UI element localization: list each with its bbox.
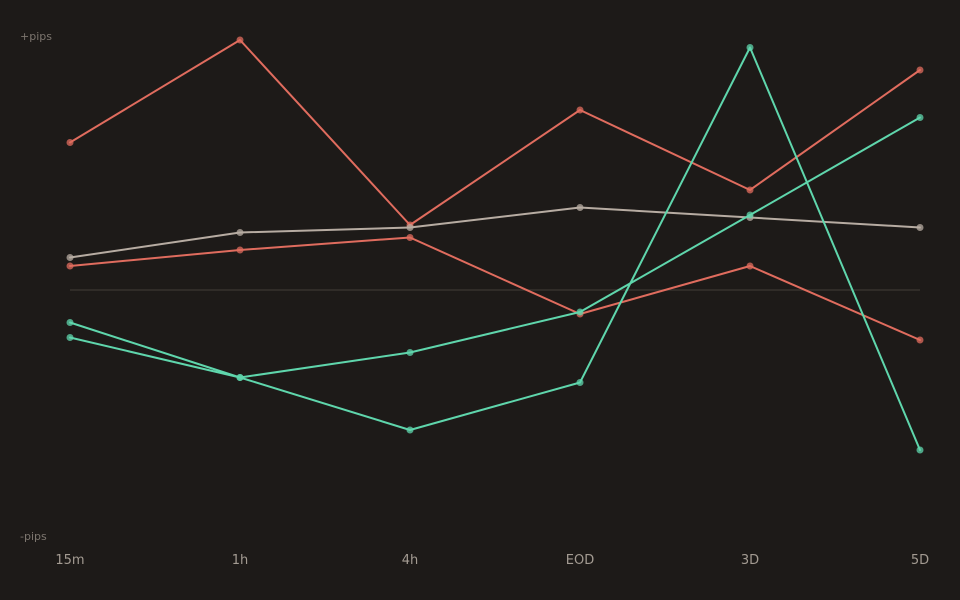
data-point xyxy=(237,229,244,236)
data-point xyxy=(237,374,244,381)
series-1 xyxy=(67,37,924,229)
data-point xyxy=(917,447,924,454)
data-point xyxy=(67,254,74,261)
series-line xyxy=(70,118,920,378)
data-point xyxy=(577,204,584,211)
series-line xyxy=(70,238,920,341)
series-5 xyxy=(67,44,924,454)
y-axis-top-label: +pips xyxy=(20,30,52,43)
data-point xyxy=(917,224,924,231)
x-tick-label: 1h xyxy=(232,553,249,568)
series-3 xyxy=(67,204,924,261)
data-point xyxy=(747,187,754,194)
data-point xyxy=(407,224,414,231)
data-point xyxy=(407,349,414,356)
data-point xyxy=(917,67,924,74)
series-line xyxy=(70,40,920,225)
data-point xyxy=(67,263,74,270)
data-point xyxy=(747,44,754,51)
data-point xyxy=(577,309,584,316)
data-point xyxy=(67,319,74,326)
data-point xyxy=(237,37,244,44)
x-tick-label: EOD xyxy=(566,553,594,568)
data-point xyxy=(67,139,74,146)
data-point xyxy=(407,234,414,241)
series-line xyxy=(70,48,920,451)
data-point xyxy=(917,337,924,344)
x-tick-label: 5D xyxy=(911,553,929,568)
data-point xyxy=(577,379,584,386)
series-2 xyxy=(67,234,924,344)
data-point xyxy=(917,114,924,121)
data-point xyxy=(407,427,414,434)
series-line xyxy=(70,208,920,258)
data-point xyxy=(237,247,244,254)
series-group xyxy=(67,37,924,454)
y-axis-bottom-label: -pips xyxy=(20,530,47,543)
x-tick-label: 15m xyxy=(55,553,84,568)
x-axis-ticks: 15m 1h 4h EOD 3D 5D xyxy=(55,553,929,568)
x-tick-label: 3D xyxy=(741,553,759,568)
data-point xyxy=(67,334,74,341)
x-tick-label: 4h xyxy=(402,553,419,568)
data-point xyxy=(747,263,754,270)
data-point xyxy=(747,212,754,219)
data-point xyxy=(577,107,584,114)
